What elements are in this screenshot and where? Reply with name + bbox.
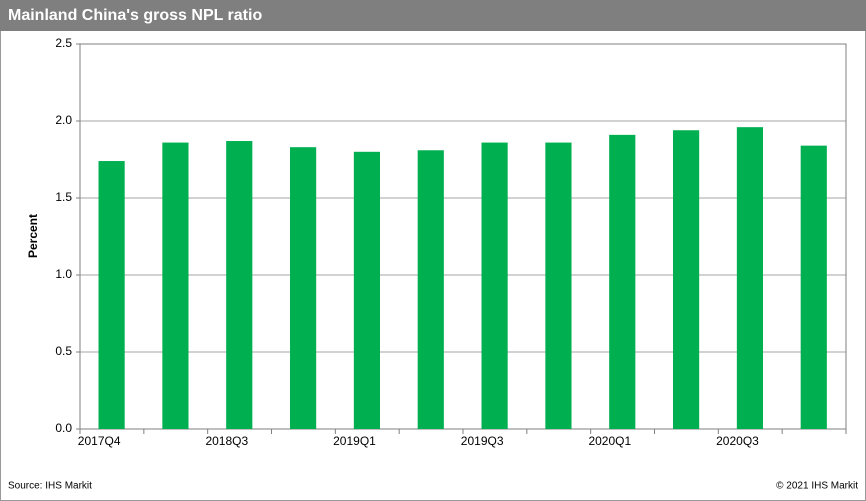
- bar: [162, 142, 189, 429]
- bar: [417, 150, 444, 429]
- bar: [545, 142, 572, 429]
- x-tick-label: 2019Q1: [333, 434, 376, 448]
- copyright: © 2021 IHS Markit: [776, 481, 858, 492]
- source: Source: IHS Markit: [8, 481, 92, 492]
- title-bar: [0, 0, 866, 31]
- x-tick-label: 2020Q3: [716, 434, 759, 448]
- x-tick-label: 2017Q4: [78, 434, 121, 448]
- bar: [481, 142, 508, 429]
- y-tick-label: 2.0: [55, 113, 72, 127]
- x-tick-label: 2018Q3: [205, 434, 248, 448]
- y-tick-label: 0.5: [55, 344, 72, 358]
- bar: [609, 134, 636, 430]
- x-tick-label: 2019Q3: [461, 434, 504, 448]
- bar: [290, 147, 317, 429]
- bar: [353, 151, 381, 430]
- bar: [800, 145, 827, 429]
- bar: [673, 130, 700, 430]
- bar: [736, 127, 764, 429]
- y-tick-label: 1.0: [55, 267, 72, 281]
- y-axis-label: Percent: [26, 214, 40, 258]
- bar: [226, 141, 253, 429]
- y-tick-label: 0.0: [55, 421, 72, 435]
- x-tick-label: 2020Q1: [588, 434, 631, 448]
- y-tick-label: 1.5: [55, 190, 72, 204]
- bar: [98, 161, 125, 430]
- chart-title: Mainland China's gross NPL ratio: [8, 7, 262, 24]
- y-tick-label: 2.5: [55, 36, 72, 50]
